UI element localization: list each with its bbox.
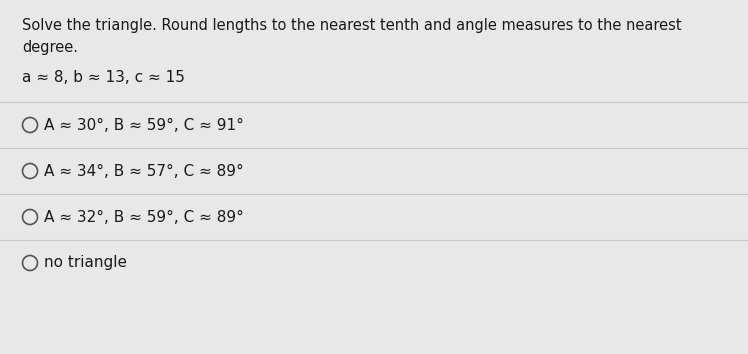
Text: Solve the triangle. Round lengths to the nearest tenth and angle measures to the: Solve the triangle. Round lengths to the… bbox=[22, 18, 681, 33]
Text: degree.: degree. bbox=[22, 40, 78, 55]
Text: a ≈ 8, b ≈ 13, c ≈ 15: a ≈ 8, b ≈ 13, c ≈ 15 bbox=[22, 70, 185, 85]
Text: A ≈ 32°, B ≈ 59°, C ≈ 89°: A ≈ 32°, B ≈ 59°, C ≈ 89° bbox=[44, 210, 244, 224]
Text: no triangle: no triangle bbox=[44, 256, 127, 270]
Text: A ≈ 30°, B ≈ 59°, C ≈ 91°: A ≈ 30°, B ≈ 59°, C ≈ 91° bbox=[44, 118, 244, 132]
Text: A ≈ 34°, B ≈ 57°, C ≈ 89°: A ≈ 34°, B ≈ 57°, C ≈ 89° bbox=[44, 164, 244, 178]
